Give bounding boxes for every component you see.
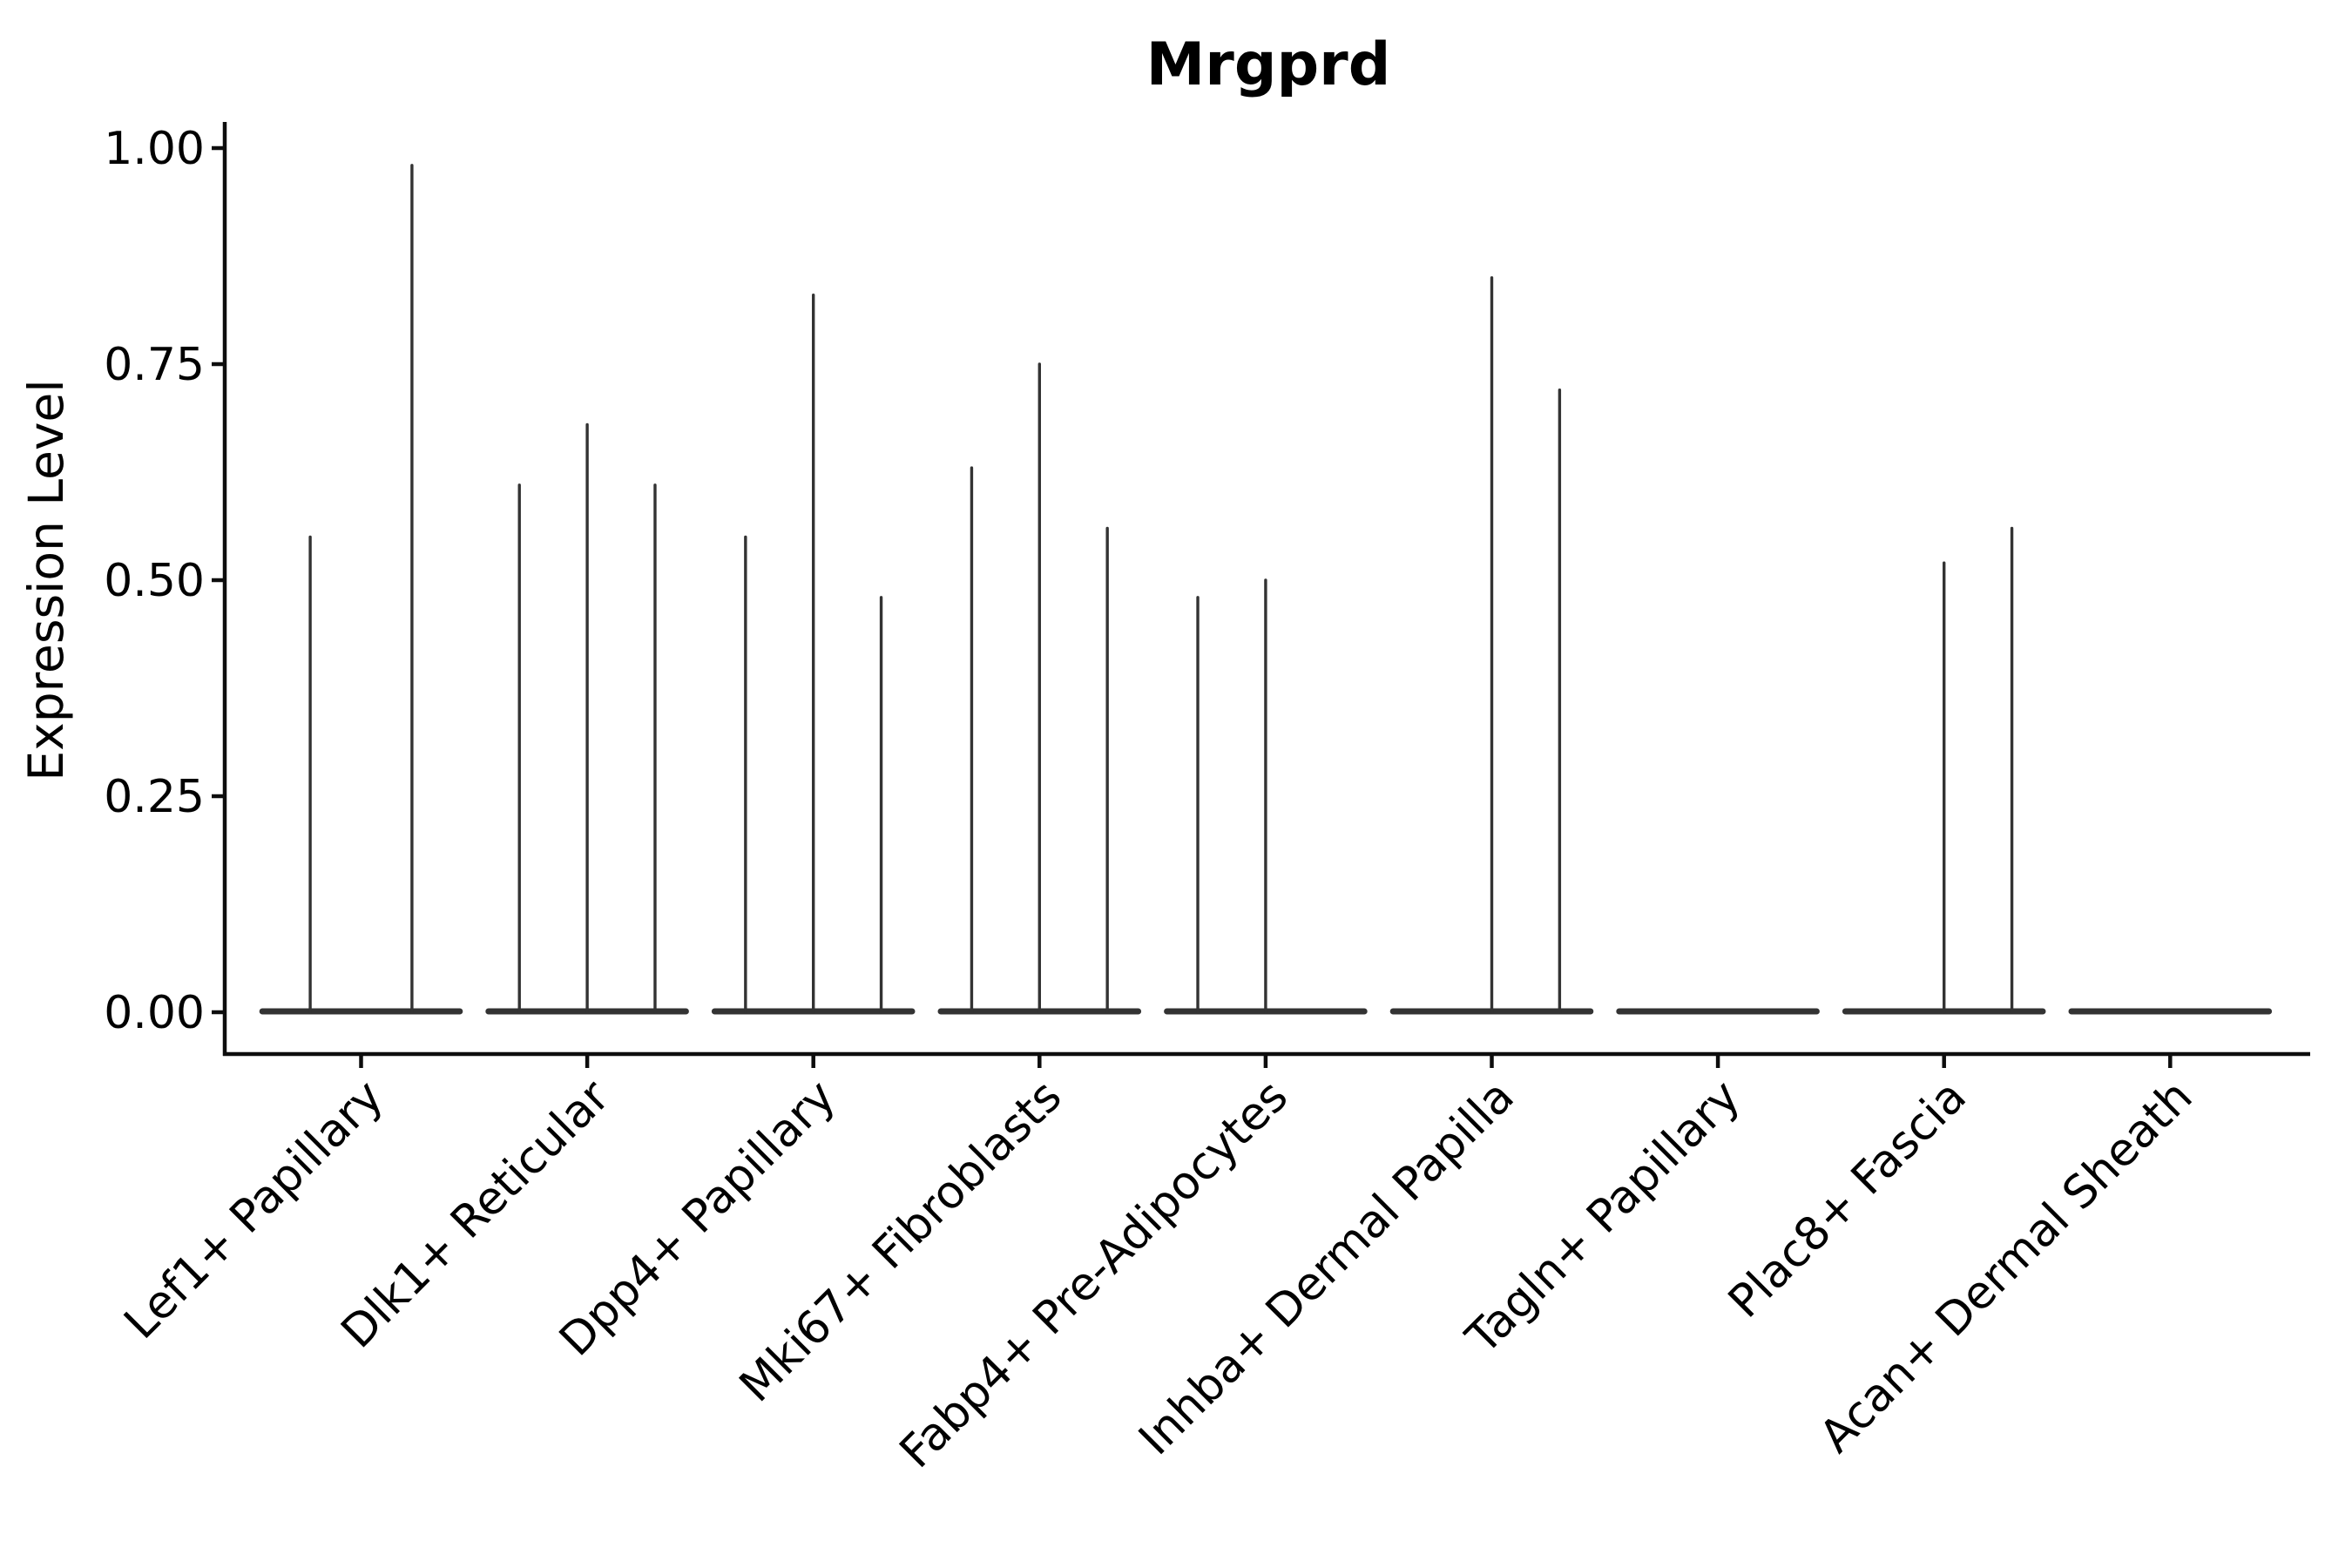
violin-baseline: [259, 1008, 463, 1015]
chart-title: Mrgprd: [1146, 30, 1391, 99]
y-tick-label: 1.00: [104, 123, 205, 175]
violin-baseline: [1616, 1008, 1820, 1015]
y-tick-label: 0.00: [104, 987, 205, 1039]
x-tick-label: Inhba+ Dermal Papilla: [1129, 1071, 1524, 1465]
y-axis-label: Expression Level: [18, 379, 74, 781]
y-tick-label: 0.75: [104, 339, 205, 391]
x-tick-label: Fabp4+ Pre-Adipocytes: [890, 1071, 1298, 1478]
violins-layer: [259, 164, 2273, 1015]
x-tick-label: Acan+ Dermal Sheath: [1810, 1071, 2203, 1463]
y-tick-label: 0.50: [104, 555, 205, 607]
axes-layer: [212, 122, 2310, 1068]
y-tick-label: 0.25: [104, 771, 205, 823]
violin-baseline: [2068, 1008, 2273, 1015]
x-tick-label: Plac8+ Fascia: [1719, 1071, 1977, 1328]
